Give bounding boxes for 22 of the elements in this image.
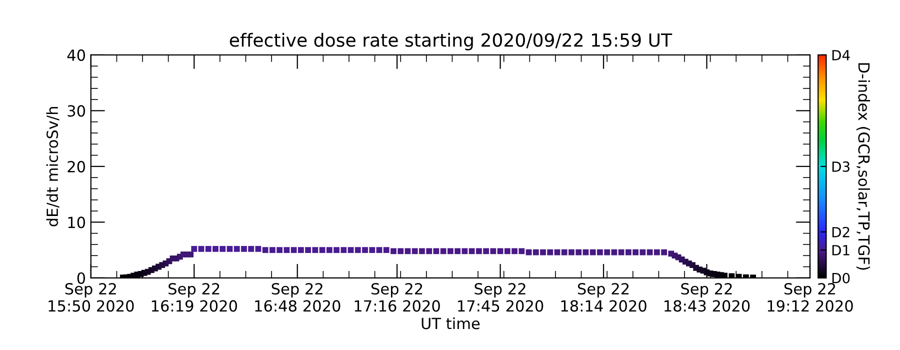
y-tick-label: 20 [68, 160, 86, 172]
x-tick-label: Sep 22 18:43 2020 [664, 283, 750, 312]
x-tick-label: Sep 22 19:12 2020 [768, 283, 853, 312]
y-tick-label: 40 [67, 49, 86, 61]
y-axis-title: dE/dt microSv/h [46, 107, 60, 226]
y-tick-label: 30 [68, 105, 86, 117]
x-tick-label: Sep 22 17:45 2020 [458, 283, 544, 312]
x-tick-label: Sep 22 18:14 2020 [561, 283, 646, 312]
x-tick-label: Sep 22 15:50 2020 [48, 283, 134, 312]
color-bar-label: D1 [832, 245, 850, 256]
color-bar-label: D3 [832, 161, 850, 172]
color-bar-label: D0 [832, 272, 850, 284]
chart-title: effective dose rate starting 2020/09/22 15:59 UT [230, 32, 672, 50]
y-tick-label: 0 [77, 272, 86, 284]
color-bar-title: D-index (GCR,solar,TP,TGF) [856, 63, 870, 270]
x-tick-label: Sep 22 17:16 2020 [354, 283, 440, 312]
color-bar-label: D4 [832, 50, 850, 60]
x-axis-title: UT time [422, 317, 480, 330]
x-tick-label: Sep 22 16:48 2020 [255, 283, 340, 312]
y-tick-label: 10 [68, 216, 86, 228]
color-bar-label: D2 [832, 226, 850, 238]
x-tick-label: Sep 22 16:19 2020 [152, 283, 238, 312]
